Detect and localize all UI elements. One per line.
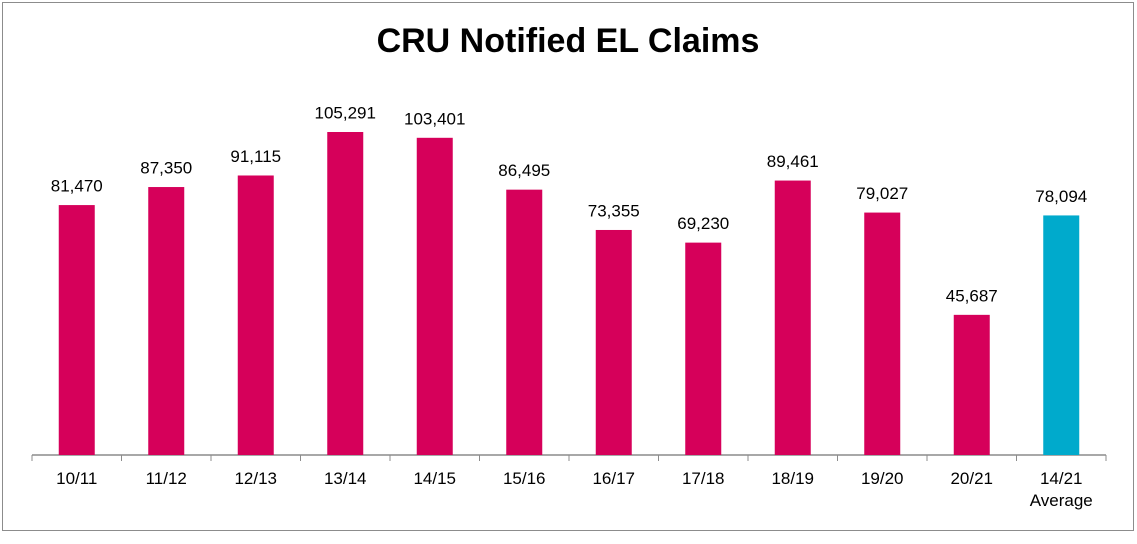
bar [685, 242, 722, 455]
x-tick-label: 14/21 Average [1029, 469, 1093, 510]
chart-title: CRU Notified EL Claims [377, 22, 760, 60]
bar [1043, 215, 1080, 455]
bar [148, 187, 185, 455]
value-label: 87,350 [140, 159, 192, 178]
x-tick-label: 11/12 [145, 469, 187, 488]
x-tick-label: 15/16 [502, 469, 546, 488]
value-label: 103,401 [404, 109, 465, 128]
x-tick-label: 12/13 [234, 469, 278, 488]
x-tick-label: 19/20 [860, 469, 904, 488]
bar [416, 137, 453, 456]
bar [864, 212, 901, 455]
x-tick-label: 13/14 [323, 469, 367, 488]
value-label: 73,355 [588, 201, 640, 220]
bar [953, 314, 990, 455]
value-label: 78,094 [1035, 187, 1087, 206]
bar [506, 189, 543, 455]
x-tick-label: 17/18 [681, 469, 725, 488]
x-tick-label: 18/19 [771, 469, 815, 488]
x-tick-label: 10/11 [56, 469, 98, 488]
bar [595, 229, 632, 455]
value-label: 86,495 [498, 161, 550, 180]
x-tick-label: 16/17 [592, 469, 636, 488]
bar [237, 175, 274, 455]
value-label: 45,687 [946, 286, 998, 305]
value-label: 91,115 [230, 147, 281, 166]
value-label: 79,027 [856, 184, 908, 203]
chart-frame [2, 2, 1134, 531]
x-tick-label: 14/15 [413, 469, 457, 488]
bar [327, 132, 364, 455]
bar [774, 180, 811, 455]
value-label: 89,461 [767, 152, 819, 171]
value-label: 81,470 [51, 177, 103, 196]
x-tick-label: 20/21 [950, 469, 994, 488]
bar [58, 205, 95, 455]
value-label: 105,291 [315, 103, 376, 122]
value-label: 69,230 [677, 214, 729, 233]
